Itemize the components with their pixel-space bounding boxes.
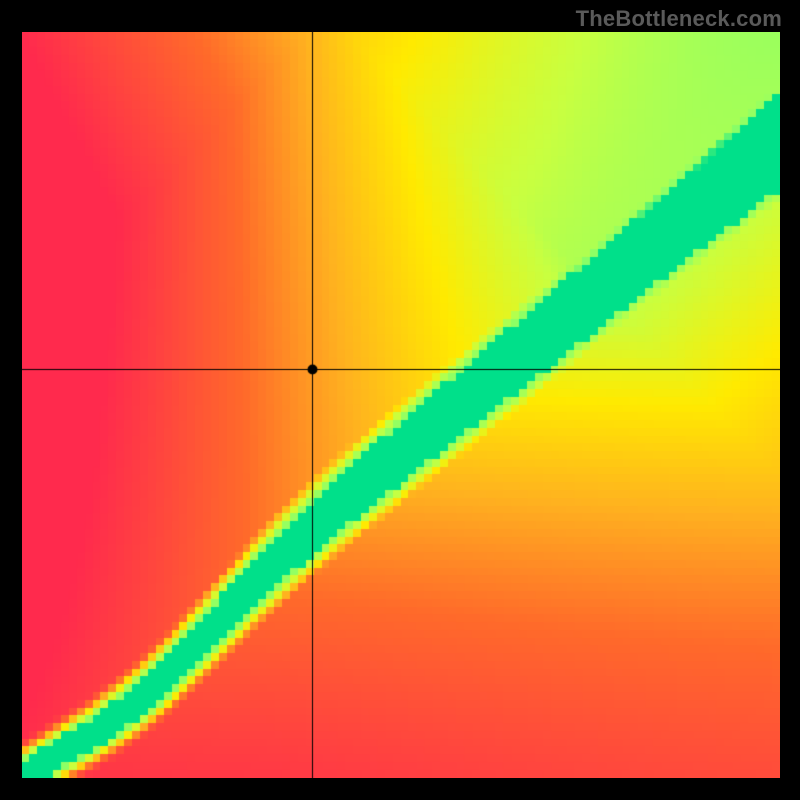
plot-area	[22, 32, 780, 778]
watermark-label: TheBottleneck.com	[576, 6, 782, 32]
watermark-text: TheBottleneck.com	[576, 6, 782, 31]
chart-container: TheBottleneck.com	[0, 0, 800, 800]
heatmap-canvas	[22, 32, 780, 778]
